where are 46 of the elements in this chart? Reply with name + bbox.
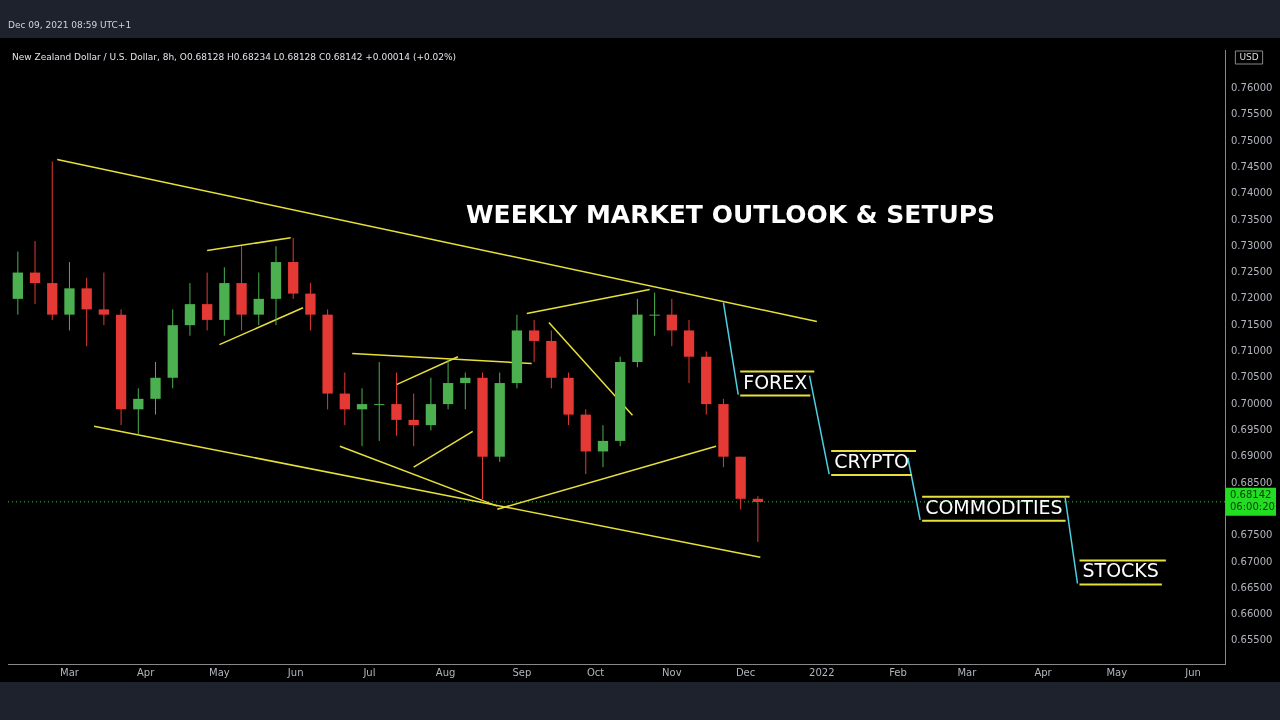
y-tick-label: 0.68500 (1231, 476, 1273, 488)
y-tick-label: 0.66500 (1231, 581, 1273, 593)
y-tick-label: 0.70500 (1231, 371, 1273, 383)
y-tick-label: 0.73500 (1231, 213, 1273, 225)
annotation: CRYPTO (834, 450, 910, 472)
x-tick-label: Apr (1034, 666, 1053, 678)
x-tick-label: Jun (286, 666, 304, 678)
x-tick-label: Feb (889, 666, 907, 678)
y-tick-label: 0.65500 (1231, 634, 1273, 646)
x-tick-label: Mar (957, 666, 978, 678)
x-tick-label: Mar (60, 666, 80, 678)
x-tick-label: Jul (362, 666, 376, 678)
y-tick-label: 0.69000 (1231, 450, 1273, 462)
y-tick-label: 0.73000 (1231, 239, 1273, 251)
y-tick-label: 0.75500 (1231, 108, 1273, 120)
x-tick-label: Sep (512, 666, 532, 678)
x-tick-label: Nov (662, 666, 682, 678)
y-axis-title: USD (1239, 52, 1259, 63)
y-tick-label: 0.74000 (1231, 187, 1273, 199)
x-tick-label: May (1106, 666, 1128, 678)
text: Dec 09, 2021 08:59 UTC+1 (8, 20, 132, 30)
text: WEEKLY MARKET OUTLOOK & SETUPS (466, 199, 996, 229)
x-tick-label: Jun (1184, 666, 1201, 678)
y-tick-label: 0.76000 (1231, 82, 1273, 93)
y-tick-label: 0.71500 (1231, 318, 1273, 330)
y-tick-label: 0.72000 (1231, 292, 1273, 304)
y-tick-label: 0.72500 (1231, 266, 1273, 278)
annotation: FOREX (743, 370, 808, 393)
x-tick-label: Dec (735, 666, 756, 678)
ref-line-label: 0.68142 06:00:20 (1230, 489, 1275, 513)
chart-subtitle: New Zealand Dollar / U.S. Dollar, 8h, O0.68128 H0.68234 L0.68128 C0.68142 +0.00014 (+0.02%) (12, 52, 457, 63)
y-tick-label: 0.71000 (1231, 345, 1273, 357)
y-tick-label: 0.66000 (1231, 608, 1273, 620)
y-tick-label: 0.67000 (1231, 555, 1273, 567)
y-tick-label: 0.70000 (1231, 397, 1273, 409)
x-tick-label: 2022 (809, 666, 835, 678)
y-tick-label: 0.67500 (1231, 529, 1273, 541)
x-tick-label: Oct (586, 666, 605, 678)
annotation: STOCKS (1082, 559, 1159, 582)
annotation: COMMODITIES (925, 495, 1063, 518)
y-tick-label: 0.75000 (1231, 134, 1273, 146)
y-tick-label: 0.74500 (1231, 160, 1273, 172)
y-tick-label: 0.69500 (1231, 423, 1273, 435)
x-tick-label: Apr (137, 666, 156, 678)
x-tick-label: May (209, 666, 230, 678)
x-tick-label: Aug (435, 666, 456, 678)
